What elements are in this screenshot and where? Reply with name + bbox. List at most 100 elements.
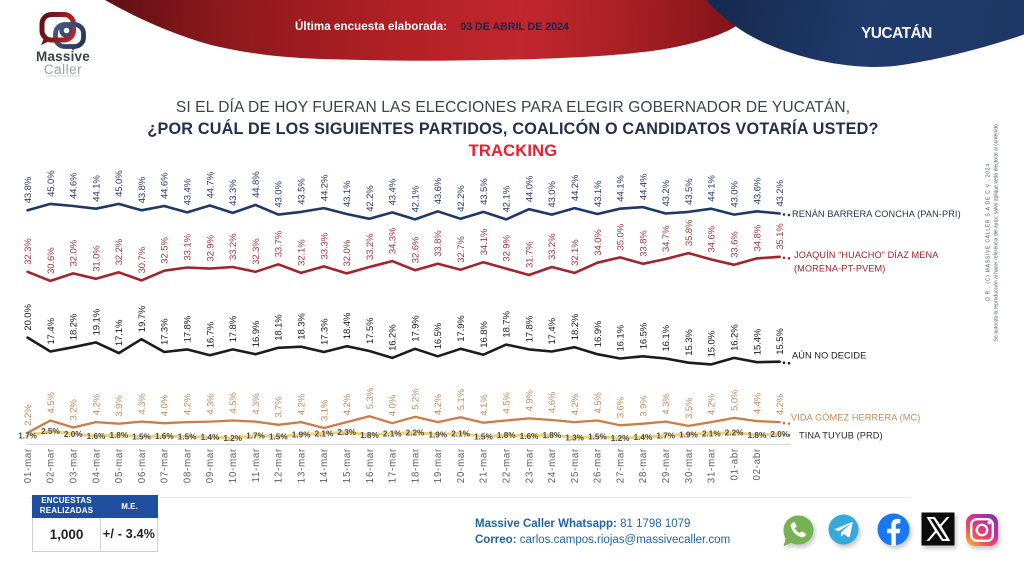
svg-text:1.5%: 1.5% bbox=[178, 433, 197, 442]
svg-text:17.8%: 17.8% bbox=[228, 315, 239, 342]
svg-text:4.0%: 4.0% bbox=[160, 394, 171, 416]
svg-text:3.9%: 3.9% bbox=[638, 395, 649, 417]
svg-text:44.7%: 44.7% bbox=[205, 171, 216, 198]
svg-text:17.9%: 17.9% bbox=[456, 315, 467, 342]
svg-text:2.1%: 2.1% bbox=[383, 429, 402, 438]
svg-text:16.5%: 16.5% bbox=[638, 322, 649, 349]
svg-text:1.5%: 1.5% bbox=[269, 433, 288, 442]
svg-text:34.0%: 34.0% bbox=[593, 229, 604, 256]
svg-text:33.8%: 33.8% bbox=[638, 230, 649, 257]
svg-text:43.8%: 43.8% bbox=[137, 176, 148, 203]
svg-text:3.9%: 3.9% bbox=[114, 395, 125, 417]
svg-text:45.0%: 45.0% bbox=[114, 170, 125, 197]
svg-text:22-mar: 22-mar bbox=[502, 448, 513, 483]
svg-text:34.8%: 34.8% bbox=[752, 224, 763, 251]
svg-text:17.8%: 17.8% bbox=[183, 315, 194, 342]
svg-text:32.3%: 32.3% bbox=[23, 238, 34, 265]
svg-text:43.5%: 43.5% bbox=[297, 178, 308, 205]
svg-text:04-mar: 04-mar bbox=[91, 448, 102, 483]
svg-text:18.7%: 18.7% bbox=[502, 311, 513, 338]
svg-text:4.3%: 4.3% bbox=[205, 393, 216, 415]
svg-text:1.9%: 1.9% bbox=[679, 430, 698, 439]
svg-text:19-mar: 19-mar bbox=[433, 448, 444, 483]
svg-text:2.1%: 2.1% bbox=[702, 429, 721, 438]
svg-text:44.1%: 44.1% bbox=[91, 175, 102, 202]
svg-text:4.4%: 4.4% bbox=[752, 392, 763, 414]
svg-text:18.4%: 18.4% bbox=[342, 312, 353, 339]
svg-text:4.0%: 4.0% bbox=[388, 394, 399, 416]
svg-text:TINA TUYUB (PRD): TINA TUYUB (PRD) bbox=[799, 430, 883, 440]
svg-text:1.8%: 1.8% bbox=[497, 431, 516, 440]
svg-text:1.2%: 1.2% bbox=[611, 434, 630, 443]
svg-text:20.0%: 20.0% bbox=[23, 304, 34, 331]
svg-text:32.9%: 32.9% bbox=[205, 235, 216, 262]
svg-text:2.1%: 2.1% bbox=[315, 429, 334, 438]
svg-text:2.2%: 2.2% bbox=[725, 429, 744, 438]
svg-text:15.0%: 15.0% bbox=[707, 330, 718, 357]
svg-text:5.0%: 5.0% bbox=[730, 389, 741, 411]
svg-text:17.5%: 17.5% bbox=[365, 317, 376, 344]
svg-text:2.0%: 2.0% bbox=[770, 430, 789, 439]
svg-text:14-mar: 14-mar bbox=[319, 448, 330, 483]
svg-text:18.2%: 18.2% bbox=[69, 313, 80, 340]
svg-text:43.4%: 43.4% bbox=[388, 178, 399, 205]
svg-text:17.4%: 17.4% bbox=[547, 317, 558, 344]
svg-text:17.3%: 17.3% bbox=[160, 318, 171, 345]
svg-text:01-mar: 01-mar bbox=[23, 448, 34, 483]
svg-text:42.2%: 42.2% bbox=[365, 185, 376, 212]
svg-text:4.2%: 4.2% bbox=[91, 393, 102, 415]
svg-text:1.5%: 1.5% bbox=[474, 433, 493, 442]
svg-text:1.4%: 1.4% bbox=[201, 433, 220, 442]
svg-text:32.9%: 32.9% bbox=[502, 235, 513, 262]
svg-text:1.4%: 1.4% bbox=[634, 433, 653, 442]
svg-text:44.6%: 44.6% bbox=[69, 172, 80, 199]
svg-text:33.8%: 33.8% bbox=[433, 230, 444, 257]
svg-text:15.3%: 15.3% bbox=[684, 329, 695, 356]
svg-text:4.5%: 4.5% bbox=[46, 392, 57, 414]
svg-text:11-mar: 11-mar bbox=[251, 448, 262, 482]
svg-text:33.2%: 33.2% bbox=[228, 233, 239, 260]
svg-text:43.2%: 43.2% bbox=[661, 179, 672, 206]
svg-text:43.1%: 43.1% bbox=[342, 180, 353, 207]
svg-text:1.5%: 1.5% bbox=[132, 433, 151, 442]
svg-text:15.4%: 15.4% bbox=[752, 328, 763, 355]
svg-text:10-mar: 10-mar bbox=[228, 448, 239, 483]
svg-text:44.1%: 44.1% bbox=[616, 175, 627, 202]
svg-text:1.8%: 1.8% bbox=[542, 431, 561, 440]
svg-text:33.6%: 33.6% bbox=[730, 231, 741, 258]
svg-text:15.5%: 15.5% bbox=[775, 328, 786, 355]
svg-text:19.7%: 19.7% bbox=[137, 305, 148, 332]
svg-text:1.6%: 1.6% bbox=[155, 432, 174, 441]
svg-text:32.6%: 32.6% bbox=[410, 236, 421, 263]
svg-text:1.6%: 1.6% bbox=[520, 432, 539, 441]
svg-text:4.5%: 4.5% bbox=[228, 392, 239, 414]
svg-text:44.1%: 44.1% bbox=[707, 175, 718, 202]
svg-text:43.0%: 43.0% bbox=[547, 181, 558, 208]
svg-text:4.1%: 4.1% bbox=[479, 394, 490, 416]
svg-text:19.1%: 19.1% bbox=[91, 308, 102, 335]
svg-text:35.0%: 35.0% bbox=[616, 223, 627, 250]
svg-text:16.9%: 16.9% bbox=[251, 320, 262, 347]
svg-text:31.7%: 31.7% bbox=[524, 241, 535, 268]
svg-text:16-mar: 16-mar bbox=[365, 448, 376, 483]
svg-text:32.1%: 32.1% bbox=[297, 239, 308, 266]
svg-text:44.2%: 44.2% bbox=[570, 174, 581, 201]
svg-text:44.2%: 44.2% bbox=[319, 174, 330, 201]
svg-text:24-mar: 24-mar bbox=[547, 448, 558, 483]
svg-text:4.2%: 4.2% bbox=[342, 393, 353, 415]
svg-text:4.9%: 4.9% bbox=[524, 389, 535, 411]
svg-text:30.7%: 30.7% bbox=[137, 246, 148, 273]
svg-text:3.2%: 3.2% bbox=[69, 399, 80, 421]
svg-text:34.6%: 34.6% bbox=[707, 225, 718, 252]
svg-text:1.2%: 1.2% bbox=[223, 434, 242, 443]
svg-text:18.2%: 18.2% bbox=[570, 313, 581, 340]
svg-text:42.1%: 42.1% bbox=[502, 185, 513, 212]
svg-text:21-mar: 21-mar bbox=[479, 448, 490, 483]
svg-text:42.1%: 42.1% bbox=[410, 185, 421, 212]
svg-text:16.9%: 16.9% bbox=[593, 320, 604, 347]
svg-text:4.5%: 4.5% bbox=[593, 392, 604, 414]
svg-text:1.8%: 1.8% bbox=[360, 431, 379, 440]
svg-text:4.6%: 4.6% bbox=[547, 391, 558, 413]
svg-text:02-mar: 02-mar bbox=[46, 448, 57, 483]
svg-text:17-mar: 17-mar bbox=[388, 448, 399, 483]
